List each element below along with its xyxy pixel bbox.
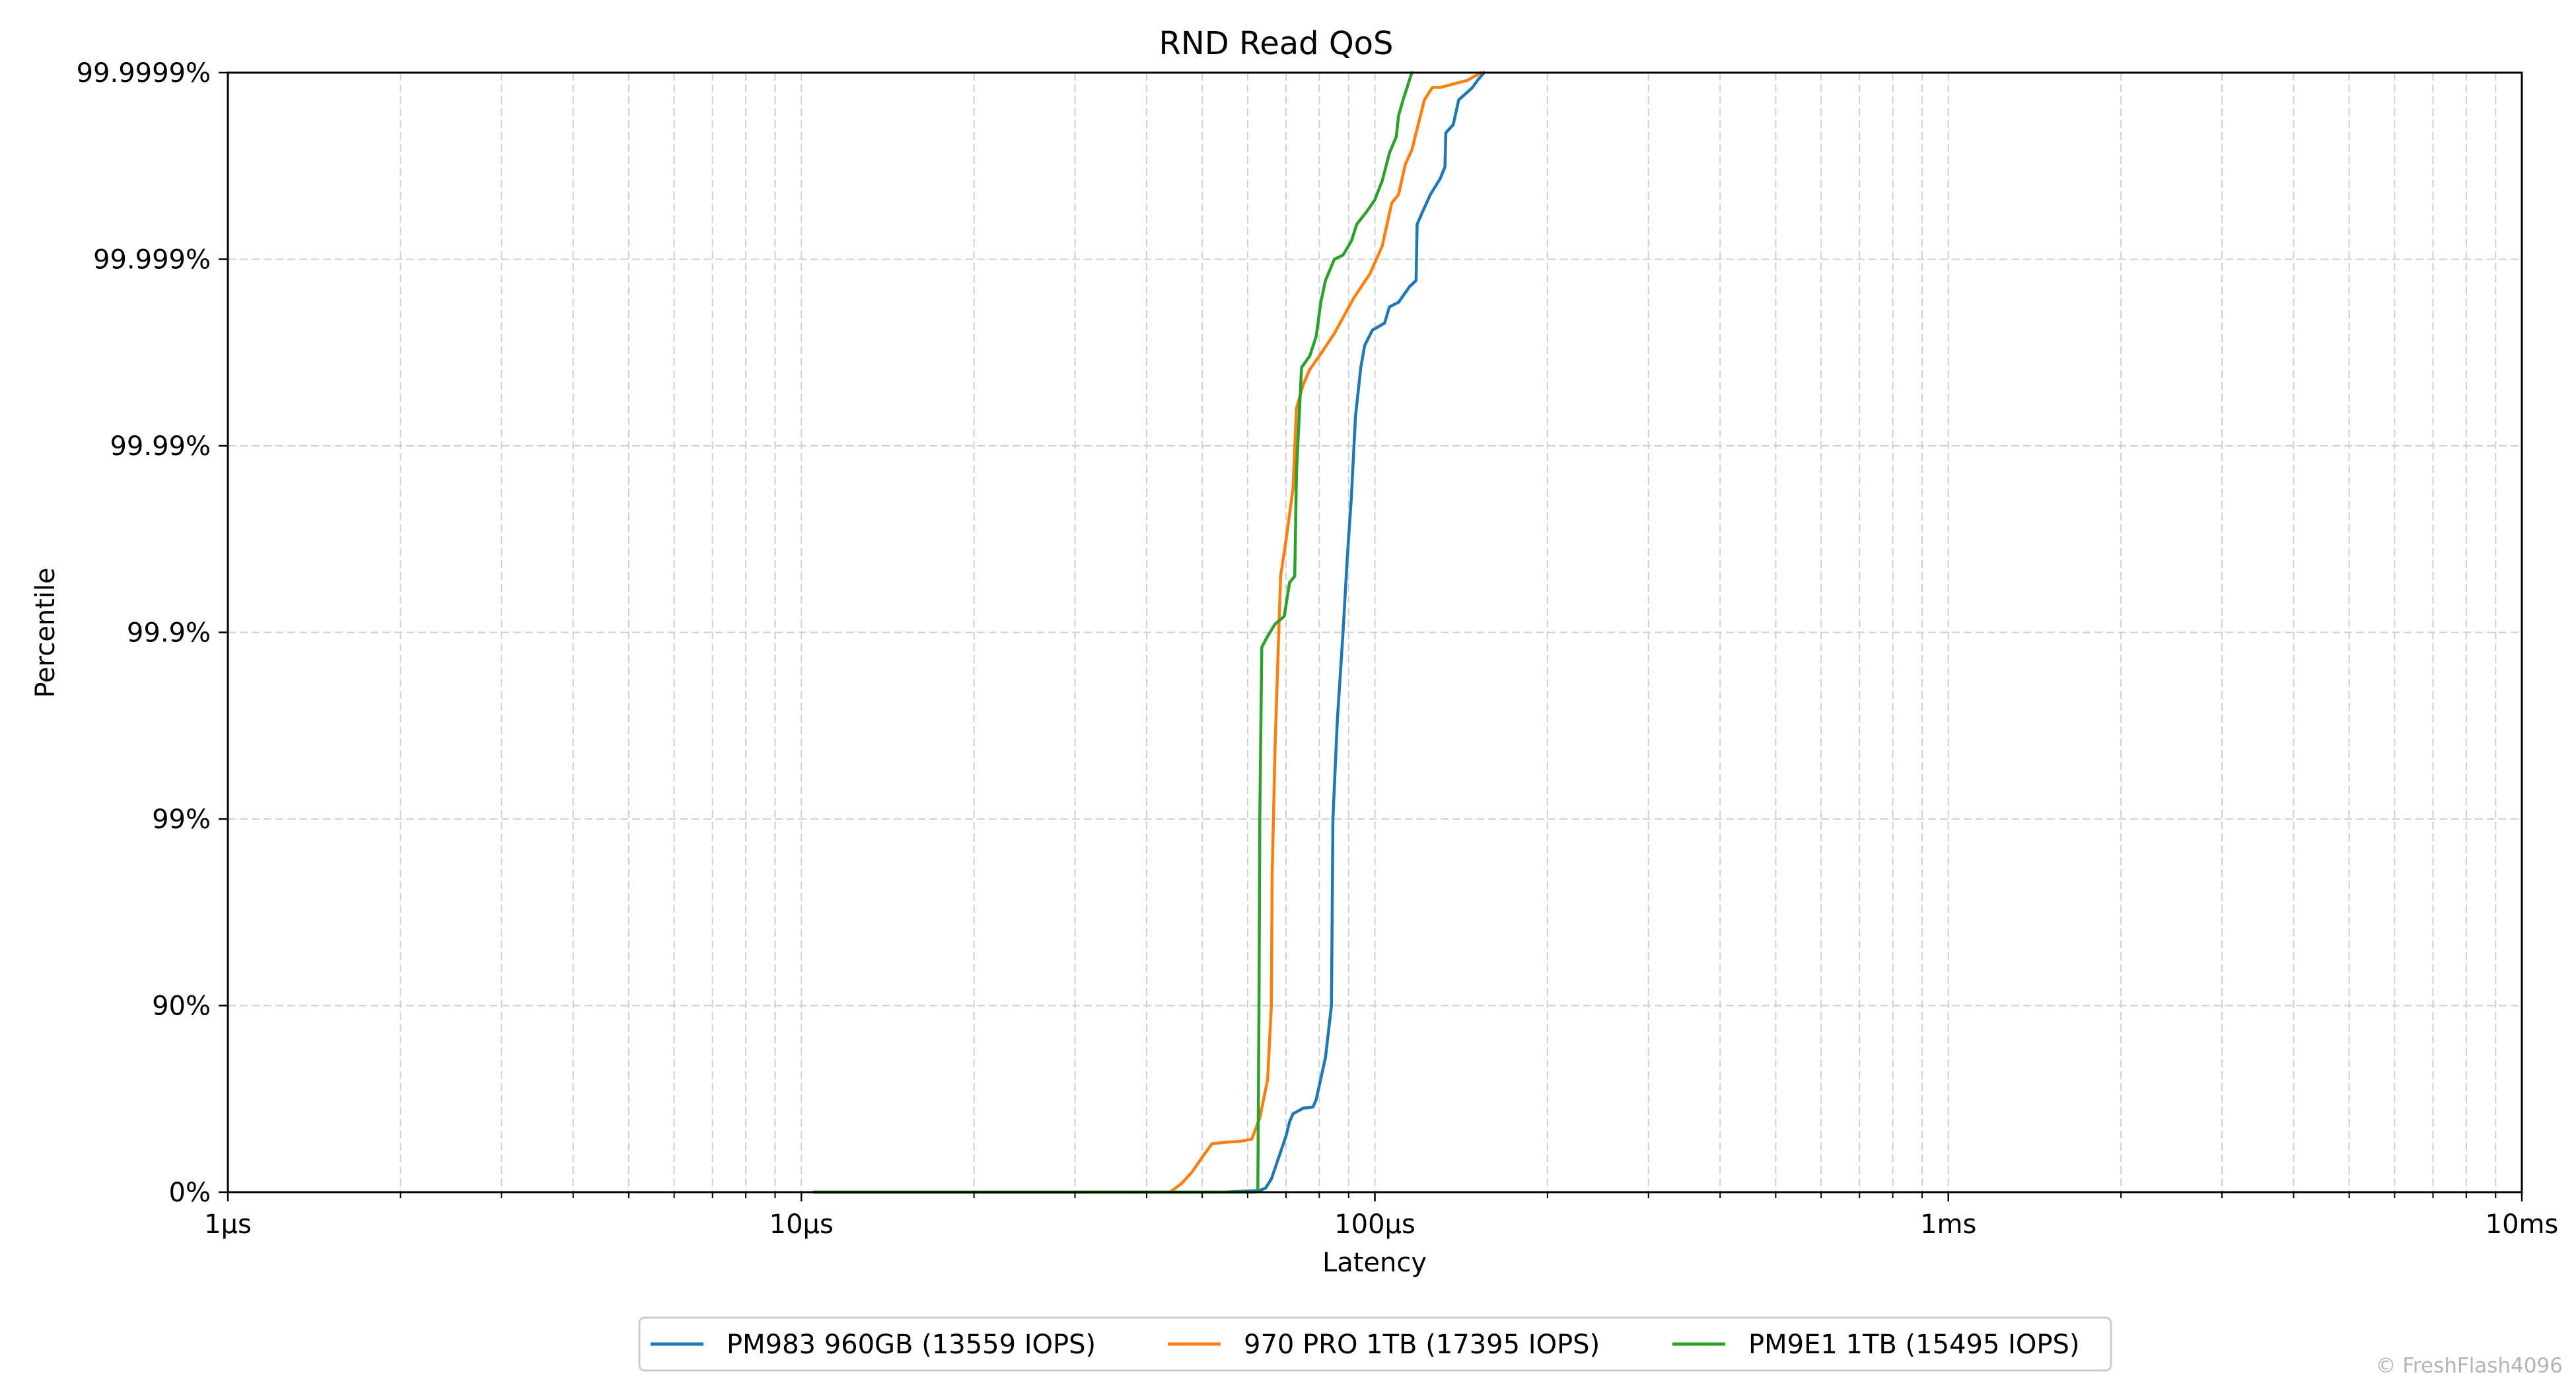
series-line	[812, 71, 1413, 1194]
watermark: © FreshFlash4096	[2376, 1354, 2563, 1378]
x-tick-label: 100µs	[1334, 1209, 1415, 1240]
series-line	[812, 71, 1486, 1194]
legend-box	[638, 1316, 2112, 1372]
y-tick-label: 99%	[152, 804, 211, 835]
axis-ticks	[219, 71, 2523, 1201]
y-tick-label: 99.9999%	[77, 58, 211, 89]
x-tick-label: 1ms	[1920, 1209, 1976, 1240]
series-lines	[812, 71, 1486, 1194]
x-tick-labels: 1µs 10µs 100µs 1ms 10ms	[204, 1209, 2558, 1240]
x-tick-label: 10µs	[769, 1209, 834, 1240]
legend-label: PM983 960GB (13559 IOPS)	[727, 1330, 1096, 1360]
y-tick-label: 99.999%	[93, 245, 211, 275]
y-tick-labels: 0% 90% 99% 99.9% 99.99% 99.999% 99.9999%	[77, 58, 211, 1208]
grid	[228, 73, 2522, 1192]
y-tick-label: 99.9%	[127, 618, 211, 649]
x-tick-label: 10ms	[2486, 1209, 2559, 1240]
legend-label: 970 PRO 1TB (17395 IOPS)	[1244, 1330, 1600, 1360]
y-tick-label: 90%	[152, 991, 211, 1022]
chart-title: RND Read QoS	[1159, 25, 1394, 62]
series-line	[812, 71, 1483, 1194]
x-axis-title: Latency	[1322, 1248, 1427, 1278]
x-tick-label: 1µs	[204, 1209, 252, 1240]
y-axis-title: Percentile	[30, 567, 61, 697]
y-tick-label: 0%	[169, 1178, 211, 1208]
legend-items: PM983 960GB (13559 IOPS) 970 PRO 1TB (173…	[651, 1330, 2080, 1360]
legend: PM983 960GB (13559 IOPS) 970 PRO 1TB (173…	[638, 1316, 2112, 1372]
legend-label: PM9E1 1TB (15495 IOPS)	[1748, 1330, 2080, 1360]
y-tick-label: 99.99%	[110, 431, 211, 462]
